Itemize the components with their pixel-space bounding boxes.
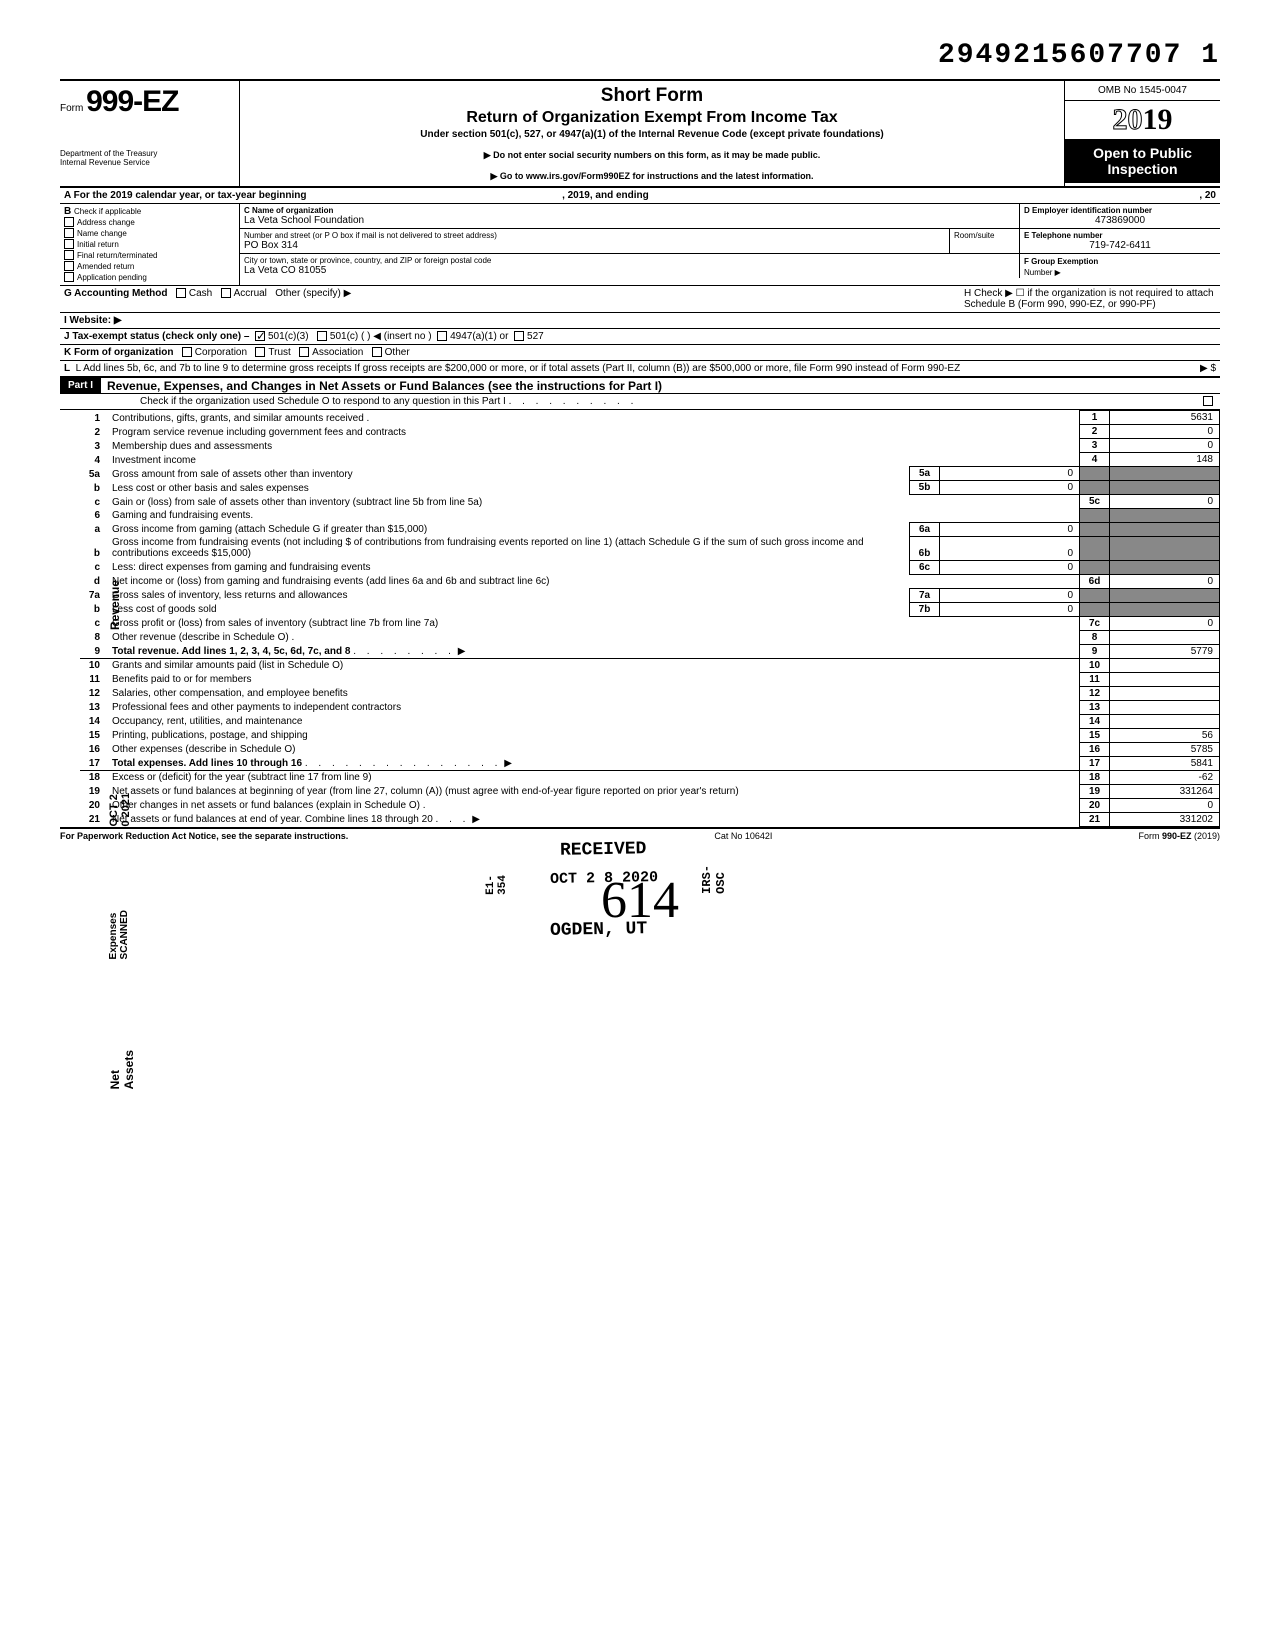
part-1-header: Part I Revenue, Expenses, and Changes in… — [60, 377, 1220, 394]
instruction-2: ▶ Go to www.irs.gov/Form990EZ for instru… — [246, 171, 1058, 182]
title-subtitle: Return of Organization Exempt From Incom… — [246, 109, 1058, 127]
section-b: B Check if applicable Address change Nam… — [60, 204, 240, 285]
chk-501c[interactable] — [317, 331, 327, 341]
chk-501c3[interactable] — [255, 331, 265, 341]
lines-table: Revenue OCT 2 0 2021 Expenses SCANNED Ne… — [60, 410, 1220, 827]
chk-final-return[interactable] — [64, 250, 74, 260]
line-l: L L Add lines 5b, 6c, and 7b to line 9 t… — [60, 361, 1220, 377]
dept-irs: Internal Revenue Service — [60, 158, 233, 167]
chk-amended-return[interactable] — [64, 261, 74, 271]
org-city: La Veta CO 81055 — [244, 265, 1015, 276]
chk-corporation[interactable] — [182, 347, 192, 357]
chk-4947[interactable] — [437, 331, 447, 341]
line-g-h: G Accounting Method Cash Accrual Other (… — [60, 286, 1220, 313]
chk-initial-return[interactable] — [64, 239, 74, 249]
form-footer: Form 990-EZ (2019) — [1138, 831, 1220, 841]
chk-schedule-o[interactable] — [1203, 396, 1213, 406]
chk-trust[interactable] — [255, 347, 265, 357]
stamp-received: RECEIVED — [560, 839, 647, 861]
document-id: 2949215607707 1 — [60, 40, 1220, 71]
form-number: 999-EZ — [86, 85, 178, 118]
instruction-1: ▶ Do not enter social security numbers o… — [246, 150, 1058, 161]
open-to-public: Open to Public Inspection — [1065, 139, 1220, 183]
dept-treasury: Department of the Treasury — [60, 149, 233, 158]
chk-other[interactable] — [372, 347, 382, 357]
line-j: J Tax-exempt status (check only one) – 5… — [60, 329, 1220, 345]
handwritten-note: 614 — [60, 871, 1220, 930]
title-under: Under section 501(c), 527, or 4947(a)(1)… — [246, 129, 1058, 140]
form-header: Form 999-EZ Department of the Treasury I… — [60, 79, 1220, 188]
section-c: C Name of organization La Veta School Fo… — [240, 204, 1020, 285]
part-1-check: Check if the organization used Schedule … — [60, 394, 1220, 410]
footer: For Paperwork Reduction Act Notice, see … — [60, 827, 1220, 841]
side-netassets: Net Assets — [108, 1050, 136, 1089]
line-k: K Form of organization Corporation Trust… — [60, 345, 1220, 361]
title-short-form: Short Form — [246, 85, 1058, 107]
side-year: OCT 2 0 2021 — [108, 790, 132, 827]
omb-number: OMB No 1545-0047 — [1065, 81, 1220, 101]
chk-address-change[interactable] — [64, 217, 74, 227]
line-a: A For the 2019 calendar year, or tax-yea… — [60, 188, 1220, 204]
side-expenses: Expenses SCANNED — [108, 910, 130, 959]
chk-accrual[interactable] — [221, 288, 231, 298]
org-street: PO Box 314 — [244, 240, 945, 251]
org-name: La Veta School Foundation — [244, 215, 1015, 226]
section-def: D Employer identification number 4738690… — [1020, 204, 1220, 285]
chk-cash[interactable] — [176, 288, 186, 298]
tax-year: 2019 — [1065, 101, 1220, 139]
side-revenue: Revenue — [108, 580, 122, 630]
ein: 473869000 — [1024, 215, 1216, 226]
chk-association[interactable] — [299, 347, 309, 357]
chk-527[interactable] — [514, 331, 524, 341]
line-i: I Website: ▶ — [60, 313, 1220, 329]
chk-name-change[interactable] — [64, 228, 74, 238]
form-prefix: Form — [60, 103, 83, 114]
phone: 719-742-6411 — [1024, 240, 1216, 251]
chk-application-pending[interactable] — [64, 272, 74, 282]
